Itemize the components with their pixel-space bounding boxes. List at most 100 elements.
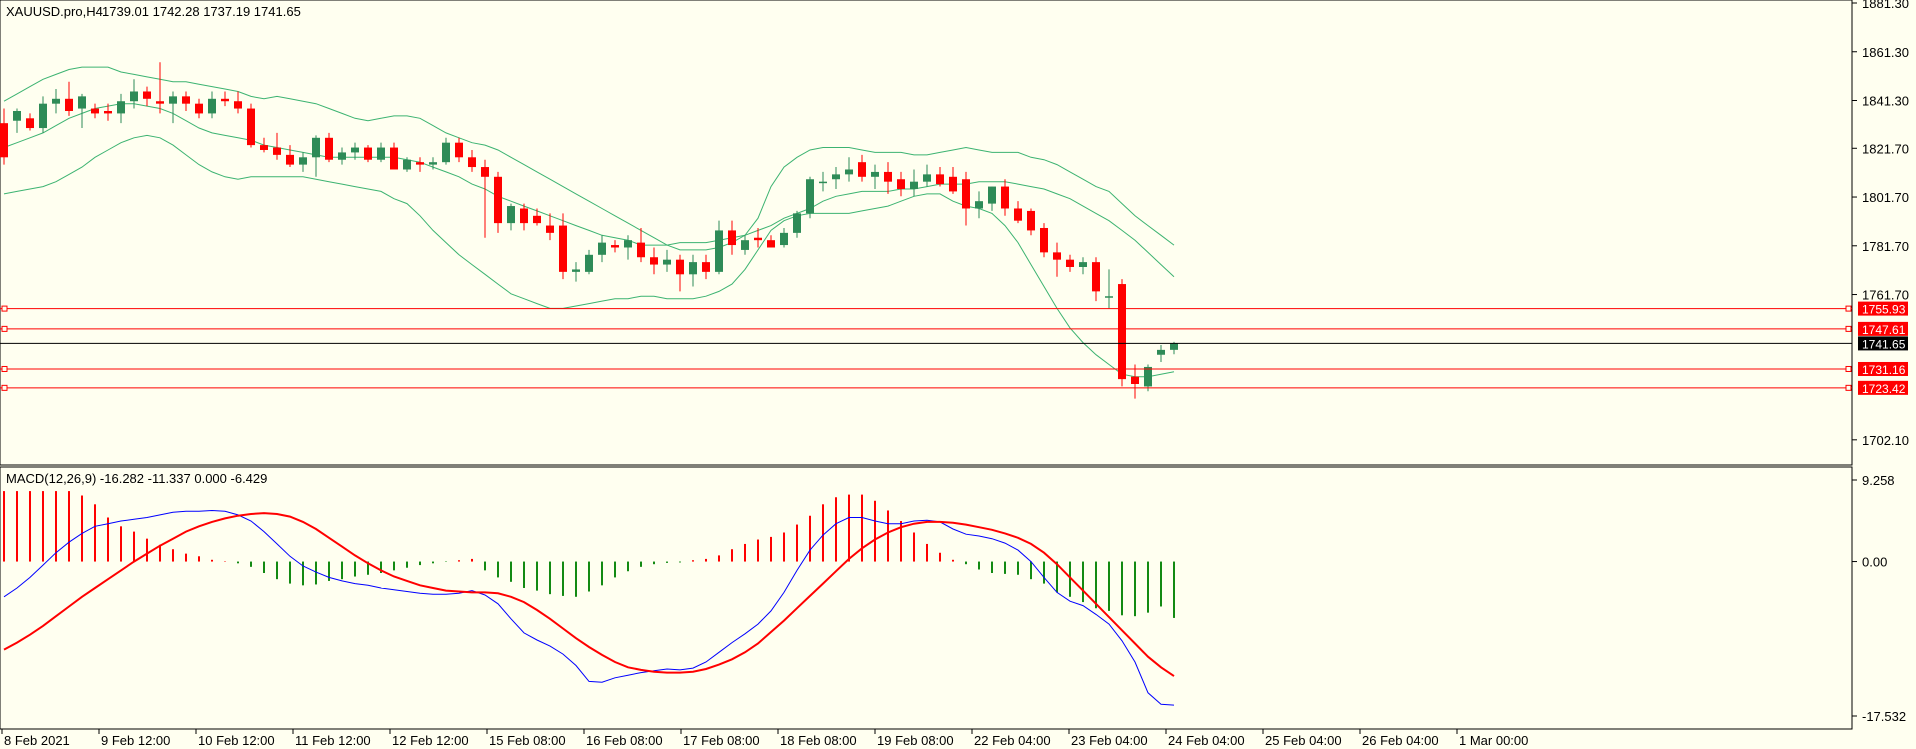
- level-price-tag-bg: [1858, 380, 1908, 395]
- macd-label: MACD(12,26,9) -16.282 -11.337 0.000 -6.4…: [6, 471, 267, 486]
- candle: [299, 152, 307, 172]
- candle: [1131, 364, 1139, 399]
- candle-body: [169, 96, 177, 104]
- candle: [65, 81, 73, 116]
- candle-body: [182, 96, 190, 104]
- time-tick-label: 24 Feb 04:00: [1168, 733, 1245, 748]
- candle: [468, 149, 476, 172]
- candle: [910, 169, 918, 197]
- time-tick-label: 18 Feb 08:00: [780, 733, 857, 748]
- candle: [533, 208, 541, 226]
- candle-body: [624, 240, 632, 248]
- candle-body: [481, 167, 489, 177]
- candle-body: [299, 157, 307, 165]
- time-tick-label: 15 Feb 08:00: [489, 733, 566, 748]
- level-price-tag-bg: [1858, 361, 1908, 376]
- candles: [0, 62, 1178, 399]
- candle-body: [117, 101, 125, 114]
- candle: [104, 103, 112, 121]
- candle: [13, 108, 21, 133]
- candle-body: [650, 257, 658, 265]
- candle-body: [611, 245, 619, 248]
- candle: [52, 89, 60, 114]
- candle-body: [637, 242, 645, 258]
- candle: [260, 137, 268, 153]
- level-price-tag-bg: [1858, 301, 1908, 316]
- candle: [936, 167, 944, 187]
- candle-body: [728, 230, 736, 246]
- candle-body: [598, 242, 606, 255]
- time-tick-label: 25 Feb 04:00: [1265, 733, 1342, 748]
- candle: [975, 191, 983, 219]
- candle: [273, 132, 281, 160]
- level-handle-left: [1, 325, 8, 332]
- horizontal-levels: [0, 305, 1852, 391]
- candle: [689, 254, 697, 287]
- candle: [221, 91, 229, 107]
- candle: [988, 186, 996, 211]
- candle-body: [364, 147, 372, 160]
- candle: [793, 210, 801, 238]
- candle-body: [936, 174, 944, 185]
- candle: [481, 159, 489, 238]
- ohlc-readout: 1739.01 1742.28 1737.19 1741.65: [102, 4, 301, 19]
- candle: [169, 91, 177, 124]
- candle: [377, 142, 385, 163]
- candle-body: [845, 169, 853, 175]
- candle-body: [858, 162, 866, 177]
- candle: [117, 93, 125, 124]
- candle-body: [351, 147, 359, 153]
- candle-body: [13, 110, 21, 121]
- candle-body: [52, 98, 60, 104]
- level-price-tag-text: 1747.61: [1862, 323, 1906, 337]
- candle-body: [702, 262, 710, 272]
- candle: [819, 171, 827, 192]
- candle-body: [923, 174, 931, 182]
- candle-body: [988, 186, 996, 204]
- candle-body: [715, 230, 723, 272]
- candle: [351, 142, 359, 160]
- candle: [1079, 257, 1087, 275]
- candle-body: [1105, 296, 1113, 298]
- level-handle-left: [1, 365, 8, 372]
- candle-body: [1014, 208, 1022, 221]
- candle: [663, 249, 671, 272]
- level-handle-right: [1845, 325, 1852, 332]
- candle: [949, 167, 957, 194]
- level-handle-left: [1, 305, 8, 312]
- candle: [403, 157, 411, 172]
- candle-body: [1170, 343, 1178, 350]
- candle: [572, 262, 580, 282]
- candle-body: [1157, 349, 1165, 355]
- candle: [1118, 279, 1126, 387]
- candle: [182, 91, 190, 111]
- candle: [1001, 179, 1009, 216]
- candle-body: [1118, 284, 1126, 380]
- candle: [208, 91, 216, 119]
- time-tick-label: 26 Feb 04:00: [1362, 733, 1439, 748]
- time-tick-label: 9 Feb 12:00: [101, 733, 170, 748]
- level-price-tag: 1747.61: [1858, 321, 1908, 337]
- candle: [195, 98, 203, 119]
- price-tick-label: 1801.70: [1862, 190, 1909, 205]
- candle-body: [247, 108, 255, 146]
- macd-pane[interactable]: [0, 466, 1853, 730]
- candle-body: [806, 179, 814, 214]
- candle: [26, 113, 34, 131]
- candle-body: [1079, 262, 1087, 267]
- candle-body: [897, 179, 905, 189]
- candle: [767, 235, 775, 248]
- candle-body: [1092, 262, 1100, 292]
- candle-body: [494, 176, 502, 224]
- price-tick-label: 1761.70: [1862, 288, 1909, 303]
- candle: [780, 227, 788, 248]
- time-tick-label: 8 Feb 2021: [4, 733, 70, 748]
- candle-body: [143, 91, 151, 99]
- candle-body: [754, 237, 762, 241]
- candle-body: [130, 91, 138, 102]
- candle-body: [156, 101, 164, 104]
- level-handle-right: [1845, 384, 1852, 391]
- price-pane[interactable]: [0, 0, 1853, 466]
